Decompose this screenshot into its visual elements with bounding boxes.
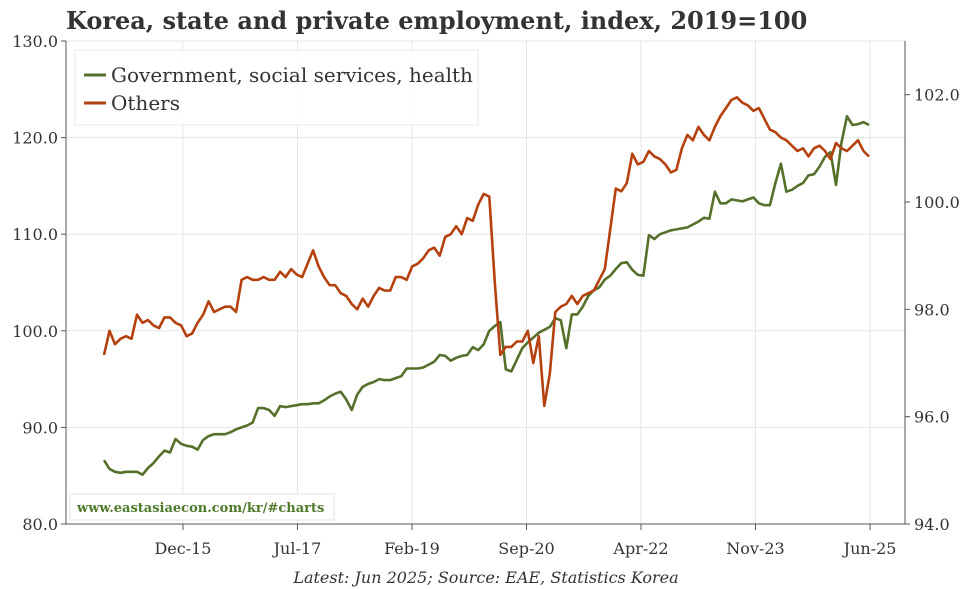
y-left-tick-label: 110.0 (12, 225, 58, 244)
x-tick-label: Dec-15 (154, 539, 211, 558)
y-left-tick-label: 130.0 (12, 32, 58, 51)
y-right-tick-label: 100.0 (914, 193, 960, 212)
watermark: www.eastasiaecon.com/kr/#charts (69, 493, 335, 521)
legend-label-government: Government, social services, health (111, 63, 473, 87)
x-tick-label: Feb-19 (384, 539, 440, 558)
y-right-tick-label: 94.0 (914, 515, 950, 534)
watermark-text: www.eastasiaecon.com/kr/#charts (76, 501, 324, 516)
x-tick-label: Nov-23 (726, 539, 784, 558)
x-tick-label: Sep-20 (498, 539, 554, 558)
chart-title: Korea, state and private employment, ind… (66, 6, 807, 35)
y-left-tick-label: 90.0 (22, 418, 58, 437)
y-right-tick-label: 98.0 (914, 300, 950, 319)
x-tick-label: Jul-17 (272, 539, 322, 558)
series-line-others (102, 96, 870, 408)
y-right-tick-label: 102.0 (914, 86, 960, 105)
legend: Government, social services, health Othe… (74, 49, 479, 126)
source-note: Latest: Jun 2025; Source: EAE, Statistic… (292, 568, 678, 587)
series-line-government (102, 115, 870, 476)
axes: 80.0 90.0 100.0 110.0 120.0 130.0 94.0 96.0 98.0… (12, 32, 960, 558)
x-tick-label: Apr-22 (612, 539, 668, 558)
x-tick-label: Jun-25 (842, 539, 897, 558)
y-left-tick-label: 120.0 (12, 129, 58, 148)
watermark-box (69, 493, 335, 521)
legend-label-others: Others (111, 91, 180, 115)
y-left-tick-label: 100.0 (12, 322, 58, 341)
series-layer (102, 96, 870, 476)
legend-box (74, 49, 479, 126)
y-left-tick-label: 80.0 (22, 515, 58, 534)
y-right-tick-label: 96.0 (914, 408, 950, 427)
